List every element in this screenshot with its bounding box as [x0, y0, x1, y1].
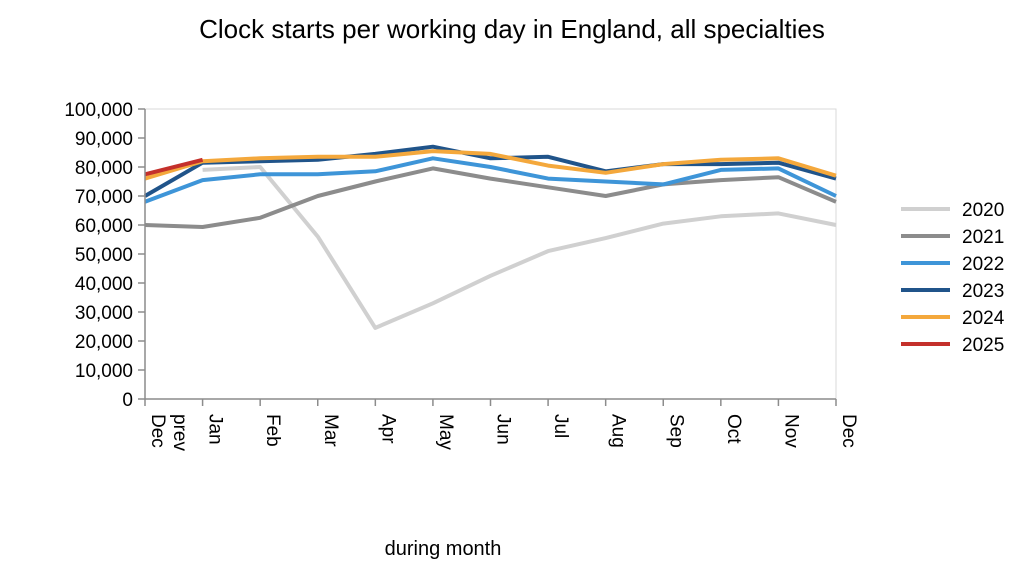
series-layer — [143, 144, 837, 330]
y-tick-label: 80,000 — [75, 158, 133, 179]
legend-label-2024: 2024 — [962, 308, 1005, 329]
x-tick-label: Aug — [608, 414, 629, 448]
x-tick-label: Apr — [377, 414, 398, 444]
legend-label-2020: 2020 — [962, 200, 1004, 221]
y-axis-ticks: 0 10,000 20,000 30,000 40,000 50,000 60,000 70,… — [64, 100, 145, 411]
x-tick-label: Jan — [205, 414, 226, 445]
series-line-2021 — [144, 166, 837, 229]
series-line-2023 — [143, 144, 837, 198]
x-axis-ticks: Dec prev Jan Feb Mar Apr May Jun Jul Aug Sep Oct Nov… — [144, 399, 859, 451]
x-tick-label: Feb — [262, 414, 283, 447]
legend-label-2025: 2025 — [962, 335, 1004, 356]
x-axis-label: during month — [385, 538, 502, 560]
y-tick-label: 50,000 — [75, 245, 133, 266]
legend-label-2023: 2023 — [962, 281, 1004, 302]
y-tick-label: 60,000 — [75, 216, 133, 237]
x-tick-label: Dec — [147, 414, 168, 448]
x-tick-label: May — [435, 414, 456, 450]
x-tick-label: Sep — [665, 414, 686, 448]
y-tick-label: 10,000 — [75, 361, 133, 382]
y-tick-label: 20,000 — [75, 332, 133, 353]
legend-label-2022: 2022 — [962, 254, 1004, 275]
y-tick-label: 30,000 — [75, 303, 133, 324]
x-tick-label: Nov — [780, 414, 801, 448]
series-line-2020 — [202, 165, 837, 330]
x-tick-label: Jun — [493, 414, 514, 445]
y-tick-label: 0 — [122, 390, 133, 411]
x-tick-label: Oct — [723, 414, 744, 444]
x-tick-label: Jul — [550, 414, 571, 438]
y-tick-label: 90,000 — [75, 129, 133, 150]
series-line-2024 — [144, 149, 837, 181]
legend-label-2021: 2021 — [962, 227, 1004, 248]
x-tick-label: prev — [169, 414, 190, 451]
series-line-2025 — [144, 157, 204, 177]
legend: 2020 2021 2022 2023 2024 2025 — [901, 200, 1005, 356]
y-tick-label: 70,000 — [75, 187, 133, 208]
y-tick-label: 40,000 — [75, 274, 133, 295]
x-tick-label: Mar — [320, 414, 341, 447]
chart-title: Clock starts per working day in England,… — [199, 14, 825, 44]
x-tick-label: Dec — [838, 414, 859, 448]
series-line-2022 — [144, 156, 837, 204]
y-tick-label: 100,000 — [64, 100, 133, 121]
